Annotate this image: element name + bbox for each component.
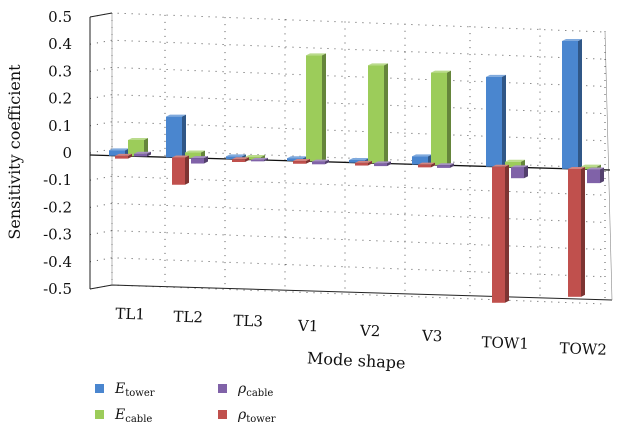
gridline [89, 202, 606, 223]
bar-rho-tower [232, 157, 249, 163]
y-tick-label: 0.4 [48, 35, 72, 53]
bar-E-cable [306, 53, 326, 162]
bar-rho-cable [251, 157, 268, 162]
bar-E-cable [431, 70, 451, 166]
bar-rho-tower [492, 164, 509, 303]
floor-edge [89, 284, 613, 301]
bar-rho-cable [312, 159, 329, 165]
bar-rho-tower [418, 162, 435, 168]
bar-E-cable [368, 63, 388, 164]
y-tick-label: 0.2 [48, 90, 72, 108]
bar-E-tower [486, 74, 506, 167]
top-edge [89, 12, 113, 18]
grid [89, 12, 606, 305]
bar-E-tower [166, 114, 186, 158]
bars [109, 39, 604, 303]
gridline [89, 175, 606, 196]
x-tick-label: V3 [421, 327, 443, 346]
y-tick-label: -0.2 [43, 198, 72, 216]
y-axis-title: Sensitivity coefficient [5, 64, 24, 240]
gridline [89, 39, 606, 60]
legend-label: ρcable [237, 381, 273, 399]
y-tick-label: 0.3 [48, 62, 72, 80]
bar-rho-cable [134, 151, 151, 157]
x-tick-label: TOW1 [481, 333, 529, 353]
bar-rho-tower [115, 153, 132, 159]
y-tick-label: -0.3 [43, 226, 72, 244]
bar-rho-cable [374, 161, 391, 167]
gridline [89, 121, 606, 142]
bar-rho-tower [568, 166, 585, 297]
bar-rho-tower [172, 155, 189, 185]
x-tick-label: TL1 [115, 304, 145, 323]
legend-swatch [218, 384, 227, 393]
x-axis-title: Mode shape [307, 348, 406, 372]
bar-E-tower [562, 39, 582, 169]
gridline [89, 148, 606, 169]
x-tick-label: V1 [297, 317, 319, 336]
bar-rho-cable [587, 167, 604, 184]
legend-swatch [218, 410, 227, 419]
x-tick-label: TOW2 [559, 339, 607, 359]
y-tick-label: -0.4 [43, 253, 72, 271]
bar-rho-tower [293, 159, 310, 164]
bar-rho-cable [511, 165, 528, 179]
y-tick-label: 0.5 [48, 8, 72, 26]
gridline [89, 284, 606, 305]
y-tick-label: 0.1 [48, 117, 72, 135]
legend-label: Etower [114, 381, 155, 399]
gridline [89, 66, 606, 87]
gridline [89, 257, 606, 278]
right-wall-edge [604, 30, 613, 301]
y-tick-labels: 0.5 0.4 0.3 0.2 0.1 0 -0.1 -0.2 -0.3 -0.4 -0.5 [43, 8, 72, 298]
x-tick-label: V2 [359, 322, 381, 341]
legend-swatch [95, 410, 104, 419]
gridline [89, 94, 606, 115]
y-tick-label: 0 [62, 144, 72, 162]
gridline [89, 230, 606, 251]
bar-rho-cable [191, 156, 208, 164]
legend-label: Ecable [114, 407, 152, 425]
legend-label: ρtower [237, 407, 276, 425]
legend: Etower Ecable ρcable ρtower [95, 381, 276, 425]
legend-swatch [95, 384, 104, 393]
y-tick-label: -0.1 [43, 171, 72, 189]
y-tick-label: -0.5 [43, 280, 72, 298]
bar-rho-tower [355, 160, 372, 166]
x-tick-label: TL2 [173, 307, 203, 326]
bar-rho-cable [437, 163, 454, 168]
gridline [89, 12, 606, 33]
x-tick-labels: TL1 TL2 TL3 V1 V2 V3 TOW1 TOW2 [115, 304, 607, 358]
x-tick-label: TL3 [233, 311, 263, 330]
